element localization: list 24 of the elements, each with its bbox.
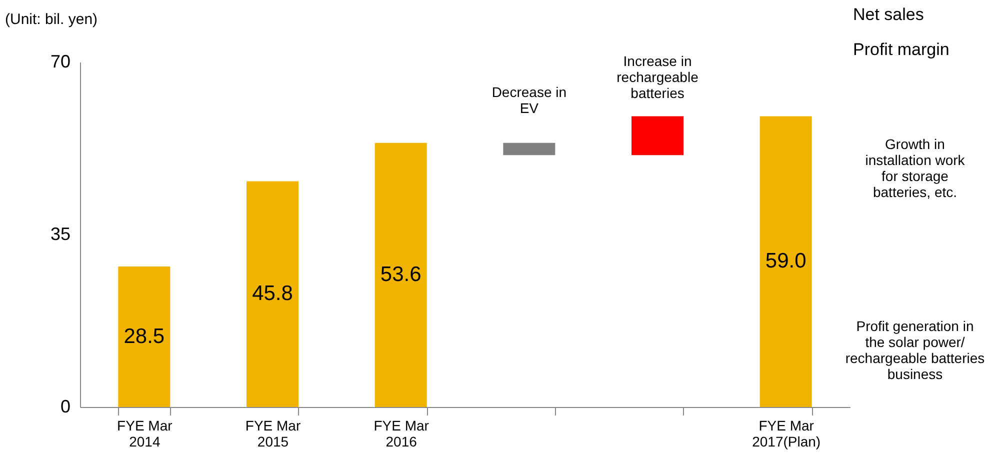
x-tick-label: FYE Mar 2016 — [374, 418, 430, 450]
annotation: Decrease in EV — [492, 84, 567, 116]
bar — [246, 181, 298, 407]
bar — [632, 116, 684, 156]
y-axis-title: (Unit: bil. yen) — [5, 11, 98, 28]
y-tick-label: 0 — [60, 396, 70, 416]
x-tick-label: FYE Mar 2015 — [245, 418, 301, 450]
text: Profit margin — [853, 40, 950, 59]
data-label: 59.0 — [765, 250, 806, 273]
bar — [374, 142, 427, 407]
bar — [118, 266, 170, 407]
data-label: 45.8 — [252, 282, 293, 306]
bar — [503, 142, 556, 156]
text: Net sales — [853, 5, 924, 24]
annotation: Profit generation in the solar power/ rechargeable batteries business — [845, 318, 985, 382]
x-tick-label: FYE Mar 2014 — [117, 418, 173, 450]
annotation: Increase in rechargeable batteries — [616, 53, 699, 101]
bar — [760, 116, 812, 407]
data-label: 28.5 — [124, 324, 165, 348]
text: Growth in installation work for storage batteries, etc. — [865, 136, 966, 200]
y-tick-label: 70 — [50, 52, 70, 72]
x-tick-label: FYE Mar 2017(Plan) — [752, 418, 821, 450]
data-label: 53.6 — [380, 262, 422, 286]
y-tick-label: 35 — [50, 224, 70, 244]
